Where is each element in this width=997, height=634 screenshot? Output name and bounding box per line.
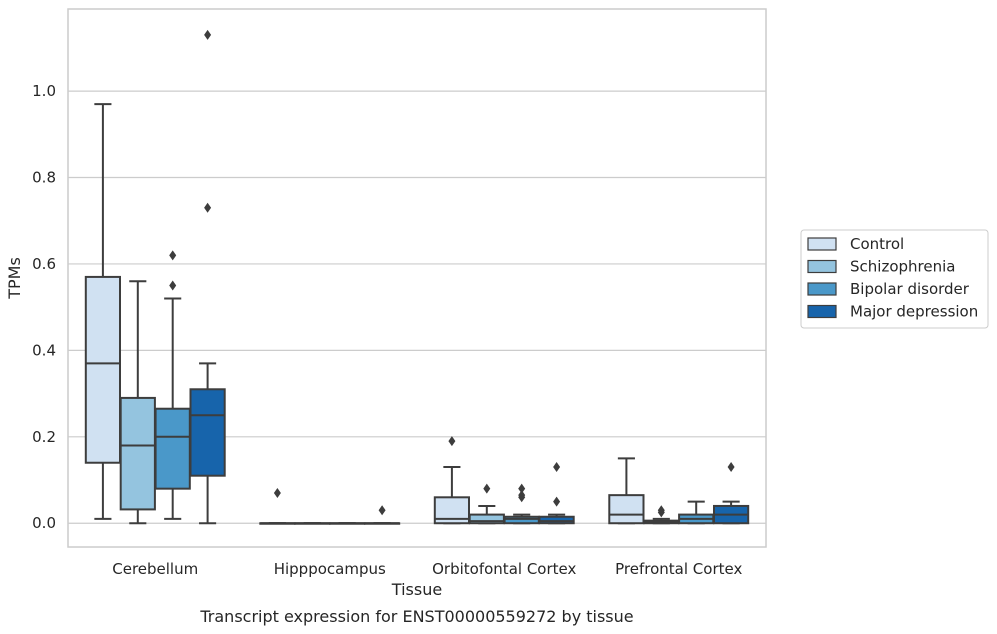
x-tick-label: Cerebellum (112, 560, 198, 578)
box-iqr (189, 388, 226, 477)
x-axis-label: Tissue (391, 580, 442, 599)
y-tick-label: 0.6 (32, 255, 56, 273)
outlier-point (169, 280, 177, 291)
x-axis-ticks: Cerebellum Hipppocampus Orbitofontal Corte… (112, 560, 742, 578)
y-tick-label: 1.0 (32, 82, 56, 100)
legend-swatch (807, 259, 837, 274)
box-iqr (154, 407, 191, 490)
outlier-point (448, 436, 456, 447)
outlier-point (169, 250, 177, 261)
x-tick-label: Orbitofontal Cortex (432, 560, 576, 578)
outlier-point (204, 29, 212, 40)
box-control (608, 457, 645, 525)
outlier-point (378, 505, 386, 516)
y-tick-label: 0.4 (32, 341, 56, 359)
outlier-point (553, 496, 561, 507)
y-axis-label: TPMs (5, 257, 24, 300)
box-control (259, 487, 296, 525)
box-bipolar-disorder (154, 250, 191, 520)
legend-label: Major depression (850, 303, 978, 321)
legend: Control Schizophrenia Bipolar disorder Majo… (800, 229, 989, 329)
outlier-point (273, 487, 281, 498)
outlier-point (518, 490, 526, 501)
box-iqr (119, 396, 156, 511)
box-major-depression (538, 462, 575, 525)
outlier-point (204, 202, 212, 213)
y-tick-label: 0.8 (32, 169, 56, 187)
outlier-point (727, 462, 735, 473)
plot-frame (67, 8, 767, 548)
box-control (433, 436, 471, 525)
box-major-depression (189, 29, 226, 525)
legend-frame (800, 229, 989, 329)
y-tick-label: 0.2 (32, 428, 56, 446)
outlier-point (518, 483, 526, 494)
box-plot-area (84, 29, 750, 525)
box-schizophrenia (119, 280, 156, 525)
box-major-depression (363, 505, 401, 525)
box-iqr (608, 494, 645, 525)
outlier-point (657, 505, 665, 516)
x-tick-label: Prefrontal Cortex (615, 560, 742, 578)
legend-label: Bipolar disorder (850, 280, 970, 298)
box-iqr (84, 275, 122, 464)
outlier-point (483, 483, 491, 494)
legend-label: Schizophrenia (850, 258, 955, 276)
outlier-point (553, 462, 561, 473)
box-major-depression (712, 462, 750, 525)
box-iqr (503, 515, 540, 525)
box-control (84, 103, 122, 520)
legend-swatch (807, 282, 837, 296)
legend-label: Control (850, 235, 904, 253)
legend-swatch (807, 304, 837, 319)
box-bipolar-disorder (329, 522, 366, 525)
box-schizophrenia (468, 483, 505, 525)
figure-caption: Transcript expression for ENST0000055927… (199, 607, 633, 626)
legend-swatch (807, 237, 837, 251)
box-iqr (538, 515, 575, 525)
y-axis-ticks: 0.0 0.2 0.4 0.6 0.8 1.0 (32, 82, 56, 532)
box-bipolar-disorder (678, 500, 715, 525)
box-schizophrenia (294, 522, 331, 525)
x-tick-label: Hipppocampus (274, 560, 386, 578)
box-bipolar-disorder (503, 483, 540, 525)
y-tick-label: 0.0 (32, 514, 56, 532)
box-schizophrenia (643, 505, 680, 525)
